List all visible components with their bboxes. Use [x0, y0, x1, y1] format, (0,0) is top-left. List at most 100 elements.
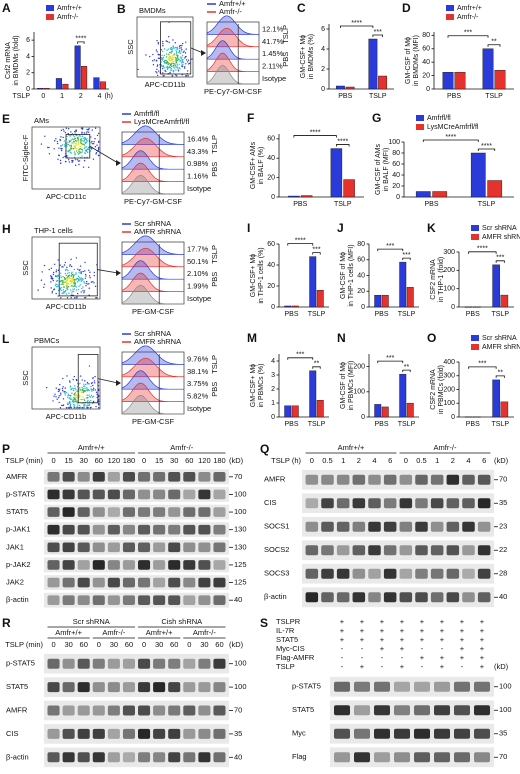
band — [47, 728, 60, 739]
flow-dot — [145, 54, 147, 56]
flow-dot — [59, 383, 61, 386]
condition-sign: - — [361, 644, 364, 653]
kd-label: 100 — [234, 507, 247, 516]
flow-dot — [170, 48, 172, 50]
flow-dot — [78, 160, 81, 162]
bar — [492, 379, 500, 418]
flow-dot — [171, 50, 173, 53]
band — [183, 728, 196, 739]
flow-dot — [74, 297, 76, 299]
flow-dot — [83, 292, 85, 294]
bar — [316, 290, 324, 308]
flow-dot — [175, 69, 177, 71]
band — [107, 577, 120, 588]
flow-dot — [94, 127, 97, 129]
panel-letter: G — [372, 111, 381, 125]
condition-sign: + — [360, 617, 365, 626]
flow-dot — [75, 140, 78, 142]
flow-dot — [173, 53, 176, 55]
band — [47, 507, 60, 517]
flow-dot — [155, 70, 157, 73]
legend-label: AMFR shRNA — [134, 227, 181, 236]
unit-label: (kD) — [229, 640, 244, 649]
flow-dot — [172, 70, 175, 73]
y-tick-label: 0 — [321, 86, 325, 93]
flow-dot — [66, 284, 69, 287]
flow-dot — [70, 285, 73, 287]
band — [138, 542, 151, 553]
flow-dot — [187, 59, 190, 61]
band — [352, 568, 366, 579]
flow-dot — [79, 284, 82, 286]
flow-dot — [93, 274, 96, 277]
percentage: 1.45% — [262, 49, 284, 58]
kd-label: 130 — [234, 542, 247, 551]
bar — [482, 48, 494, 90]
flow-dot — [88, 269, 90, 271]
band — [321, 568, 334, 579]
band — [122, 682, 135, 693]
condition-sign: + — [420, 653, 425, 662]
flow-dot — [81, 131, 83, 134]
flow-dot — [66, 272, 69, 275]
flow-dot — [180, 47, 182, 49]
percentage: 1.16% — [187, 172, 209, 181]
x-tick-label: TSLP — [491, 311, 509, 318]
legend-label: Amfr-/- — [57, 14, 79, 21]
significance-bracket — [468, 366, 497, 369]
flow-dot — [70, 147, 72, 149]
lane-label: 30 — [80, 456, 88, 465]
x-tick-label: TSLP — [334, 201, 352, 208]
band — [183, 752, 196, 763]
y-tick-label: 40 — [357, 272, 365, 279]
histogram-curve — [121, 125, 185, 145]
band — [62, 489, 75, 500]
significance-bracket — [495, 375, 505, 378]
flow-dot — [173, 47, 175, 50]
band — [477, 568, 491, 579]
membrane — [330, 723, 494, 744]
flow-dot — [95, 153, 97, 155]
row-label: AMFR — [6, 705, 28, 714]
flow-dot — [161, 57, 164, 59]
band — [198, 577, 211, 588]
flow-dot — [59, 264, 61, 266]
flow-dot — [84, 138, 87, 140]
panel-letter: S — [260, 616, 268, 630]
band — [354, 728, 370, 739]
band — [454, 681, 470, 692]
band — [198, 471, 211, 482]
flow-dot — [40, 279, 43, 281]
condition-sign: + — [340, 617, 345, 626]
flow-dot — [56, 280, 59, 282]
condition-sign: + — [440, 662, 445, 671]
flow-dot — [172, 39, 174, 41]
flow-dot — [89, 396, 91, 398]
flow-dot — [82, 388, 84, 390]
bar — [288, 195, 300, 198]
membrane — [44, 487, 229, 502]
band — [92, 542, 105, 553]
flow-dot — [65, 274, 68, 277]
condition-sign: + — [360, 626, 365, 635]
legend-label: AMFR shRNA — [482, 234, 520, 241]
panel-letter: E — [2, 112, 10, 126]
condition-sign: - — [401, 653, 404, 662]
flow-dot — [84, 150, 87, 152]
y-axis-label: SSC — [21, 370, 30, 386]
flow-dot — [60, 289, 62, 292]
kd-label: 35 — [234, 729, 242, 738]
arrow-line — [89, 145, 119, 164]
legend-label: Scr shRNA — [482, 335, 517, 342]
flow-dot — [70, 152, 72, 154]
flow-dot — [84, 387, 86, 389]
band — [92, 595, 105, 606]
flow-dot — [83, 140, 85, 143]
flow-dot — [89, 407, 92, 409]
band — [122, 507, 135, 517]
y-tick-label: 80 — [422, 32, 430, 39]
y-axis-label: FITC-Siglec-F — [21, 134, 30, 181]
flow-dot — [167, 48, 170, 50]
flow-dot — [37, 289, 39, 291]
flow-dot — [86, 148, 88, 150]
